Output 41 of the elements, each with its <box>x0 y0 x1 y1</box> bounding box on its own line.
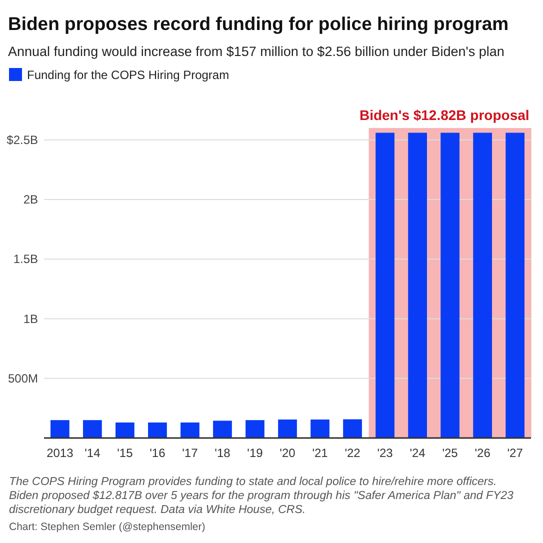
y-tick-label: 500M <box>8 371 38 386</box>
bar <box>408 132 427 438</box>
x-tick-label: '15 <box>117 446 134 460</box>
text: The COPS Hiring Program provides funding to state and local police to hire/rehire more officers. Biden proposed $12.817B over 5 years for the program through his "Safer America Plan" and FY23 discretionary budget request. Data via White House, CRS. <box>9 476 514 516</box>
x-tick-label: '21 <box>312 446 328 460</box>
y-tick-label: $2.5B <box>6 132 38 147</box>
bar <box>343 419 362 438</box>
chart-subtitle: Annual funding would increase from $157 million to $2.56 billion under Biden's plan <box>8 44 504 59</box>
x-tick-label: '20 <box>280 446 296 460</box>
x-tick-label: '23 <box>377 446 394 460</box>
x-tick-label: '18 <box>214 446 231 460</box>
bar <box>50 420 70 438</box>
bar <box>440 132 460 438</box>
bar <box>246 420 264 438</box>
y-tick-label: 1.5B <box>13 252 38 266</box>
bar <box>83 420 102 438</box>
bar <box>473 132 492 438</box>
legend-label: Funding for the COPS Hiring Program <box>27 68 230 82</box>
bar <box>506 132 524 438</box>
x-tick-label: '14 <box>84 446 101 460</box>
x-tick-label: '26 <box>474 446 491 460</box>
text: Chart: Stephen Semler (@stephensemler) <box>9 521 206 533</box>
x-tick-label: '24 <box>410 446 426 460</box>
bar <box>148 422 167 438</box>
bar <box>278 420 297 438</box>
band-label: Biden's $12.82B proposal <box>359 107 530 123</box>
x-tick-label: 2013 <box>46 446 74 460</box>
x-tick-label: '17 <box>182 446 198 460</box>
bar <box>180 422 200 438</box>
x-tick-label: '27 <box>507 446 524 460</box>
bar <box>376 132 394 438</box>
chart-title: Biden proposes record funding for police hiring program <box>8 13 509 34</box>
x-tick-label: '22 <box>344 446 361 460</box>
bar <box>116 422 134 438</box>
y-tick-label: 2B <box>23 192 38 207</box>
y-tick-label: 1B <box>23 312 38 326</box>
bar <box>310 420 330 438</box>
x-tick-label: '25 <box>442 446 458 460</box>
bar <box>213 420 232 438</box>
x-tick-label: '16 <box>150 446 166 460</box>
x-tick-label: '19 <box>247 446 264 460</box>
